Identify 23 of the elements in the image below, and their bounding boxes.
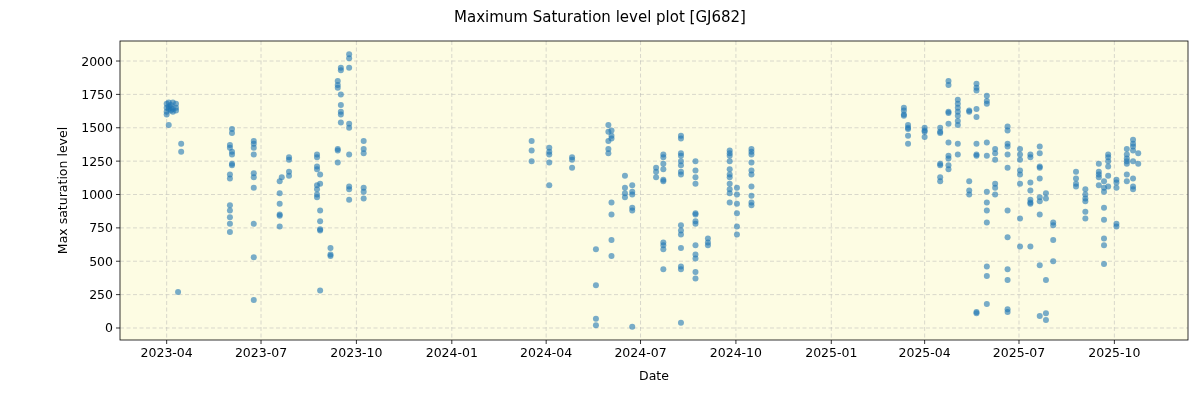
x-axis-title: Date bbox=[639, 368, 670, 383]
x-tick-label: 2025-10 bbox=[1088, 345, 1141, 360]
x-tick-label: 2023-04 bbox=[140, 345, 193, 360]
y-tick-label: 1000 bbox=[81, 187, 114, 202]
x-tick-label: 2023-10 bbox=[330, 345, 383, 360]
y-tick-label: 500 bbox=[89, 253, 114, 269]
y-tick-label: 750 bbox=[89, 220, 114, 236]
x-tick-label: 2025-01 bbox=[805, 345, 858, 360]
y-tick-label: 2000 bbox=[81, 53, 114, 69]
x-tick-label: 2025-04 bbox=[898, 345, 951, 360]
y-axis-title: Max saturation level bbox=[55, 126, 70, 255]
x-tick-label: 2024-04 bbox=[520, 345, 573, 360]
y-tick-label: 1750 bbox=[81, 86, 114, 102]
x-tick-label: 2023-07 bbox=[234, 345, 288, 360]
x-tick-label: 2024-07 bbox=[614, 345, 667, 360]
y-tick-label: 1500 bbox=[81, 120, 114, 136]
x-tick-label: 2024-10 bbox=[709, 345, 763, 360]
chart-title: Maximum Saturation level plot [GJ682] bbox=[454, 8, 746, 26]
y-tick-label: 250 bbox=[89, 287, 114, 303]
y-tick-label: 0 bbox=[105, 320, 114, 336]
x-tick-label: 2025-07 bbox=[992, 345, 1046, 360]
y-tick-label: 1250 bbox=[81, 153, 114, 169]
x-tick-label: 2024-01 bbox=[425, 345, 478, 360]
